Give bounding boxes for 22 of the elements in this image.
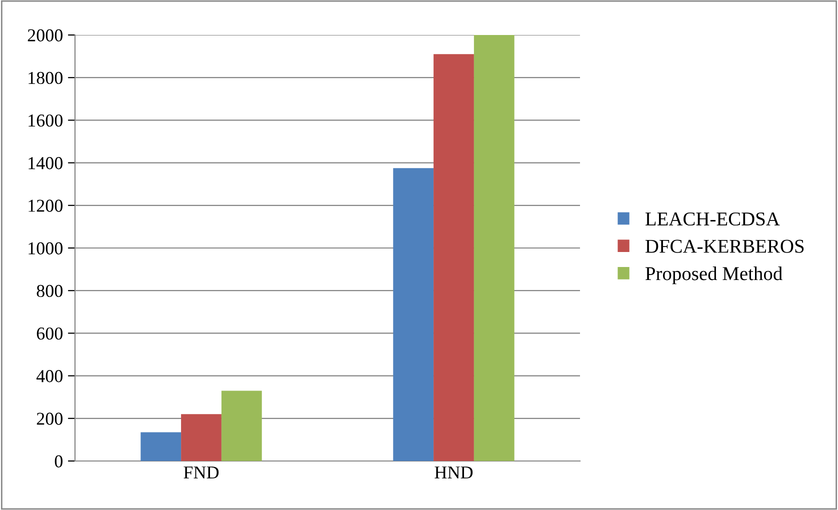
legend-label: DFCA-KERBEROS [645, 240, 804, 253]
y-tick-label: 600 [36, 327, 63, 340]
y-tick-label: 1600 [28, 114, 63, 127]
y-tick-label: 1200 [28, 200, 63, 212]
x-tick-label: FND [184, 466, 219, 478]
bar [221, 390, 262, 461]
bar [181, 414, 222, 461]
y-tick-label: 0 [54, 455, 63, 468]
y-tick-label: 200 [36, 412, 63, 425]
y-tick-label: 1800 [28, 72, 63, 84]
bar [474, 35, 514, 461]
x-tick-label: HND [434, 466, 473, 478]
y-tick-label: 1400 [28, 157, 63, 170]
bar [393, 168, 434, 461]
bar [434, 54, 474, 461]
y-tick-label: 800 [36, 284, 63, 298]
bar [140, 432, 182, 461]
y-tick-label: 2000 [28, 29, 63, 42]
y-tick-label: 1000 [28, 242, 63, 254]
y-tick-label: 400 [36, 370, 63, 382]
legend-label: LEACH-ECDSA [645, 212, 780, 226]
legend-label: Proposed Method [645, 266, 782, 284]
